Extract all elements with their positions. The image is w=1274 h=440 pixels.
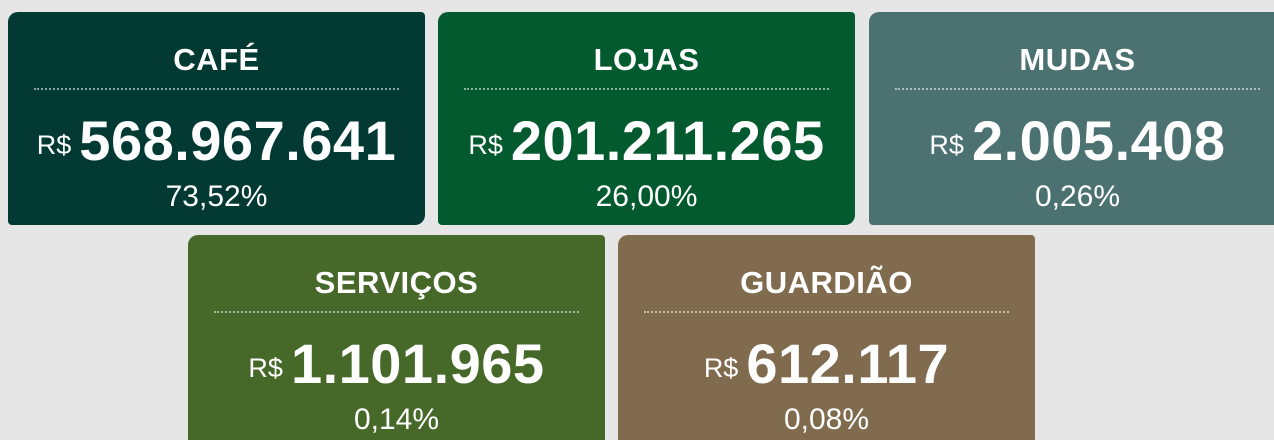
dotted-divider: [34, 88, 399, 90]
category-card: LOJAS R$ 201.211.265 26,00%: [438, 12, 855, 225]
currency-symbol: R$: [929, 130, 964, 160]
card-title: LOJAS: [593, 42, 700, 77]
percent-share: 0,08%: [783, 403, 870, 436]
card-title: SERVIÇOS: [314, 265, 479, 300]
amount-value: 1.101.965: [290, 332, 545, 395]
card-title: GUARDIÃO: [740, 265, 913, 300]
amount-value: 568.967.641: [79, 109, 397, 172]
amount-row: R$ 2.005.408: [869, 108, 1274, 173]
percent-share: 0,26%: [1034, 180, 1121, 213]
percent-share: 73,52%: [165, 180, 268, 213]
currency-symbol: R$: [703, 353, 739, 383]
currency-symbol: R$: [36, 130, 72, 160]
dotted-divider: [214, 311, 579, 313]
percent-share: 0,14%: [353, 403, 440, 436]
category-card: MUDAS R$ 2.005.408 0,26%: [869, 12, 1274, 225]
amount-value: 201.211.265: [510, 109, 825, 172]
amount-value: 2.005.408: [971, 109, 1226, 172]
amount-row: R$ 201.211.265: [438, 108, 855, 173]
card-title: MUDAS: [1019, 42, 1136, 77]
currency-symbol: R$: [468, 130, 503, 160]
currency-symbol: R$: [248, 353, 283, 383]
amount-row: R$ 1.101.965: [188, 331, 605, 396]
card-title: CAFÉ: [173, 42, 260, 77]
percent-share: 26,00%: [595, 180, 698, 213]
amount-row: R$ 568.967.641: [8, 108, 425, 173]
category-card: GUARDIÃO R$ 612.117 0,08%: [618, 235, 1035, 440]
amount-row: R$ 612.117: [618, 331, 1035, 396]
category-card: SERVIÇOS R$ 1.101.965 0,14%: [188, 235, 605, 440]
dotted-divider: [895, 88, 1260, 90]
amount-value: 612.117: [746, 332, 950, 395]
dotted-divider: [464, 88, 829, 90]
dotted-divider: [644, 311, 1009, 313]
category-card: CAFÉ R$ 568.967.641 73,52%: [8, 12, 425, 225]
